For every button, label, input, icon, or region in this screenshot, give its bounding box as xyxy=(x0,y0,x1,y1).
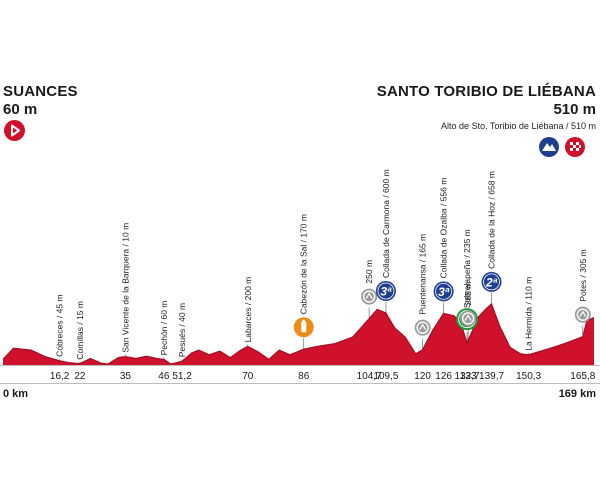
waypoint-label: Sobrelapeña / 235 m xyxy=(462,229,472,308)
mountain-category-label: 2ª xyxy=(485,275,498,289)
distance-tick-label: 46 xyxy=(158,371,170,382)
profile-area xyxy=(3,303,594,365)
finish-climb-note: Alto de Sto. Toribio de Liébana / 510 m xyxy=(441,121,596,131)
mountain-category-icon: 3ª xyxy=(375,281,396,301)
distance-tick-label: 165,8 xyxy=(570,371,595,382)
distance-tick-label: 132,7 xyxy=(455,371,480,382)
waypoint-label: Pesués / 40 m xyxy=(177,303,187,357)
distance-tick-label: 22 xyxy=(74,371,86,382)
distance-tick-label: 120 xyxy=(414,371,431,382)
finish-km-label: 169 km xyxy=(559,388,597,400)
start-km-label: 0 km xyxy=(3,388,28,400)
mountain-category-icon: 2ª xyxy=(481,271,502,292)
finish-name: SANTO TORIBIO DE LIÉBANA xyxy=(376,83,596,100)
waypoint-label: 250 m xyxy=(364,260,374,284)
waypoint-label: 265 m xyxy=(463,282,473,306)
waypoint-label: San Vicente de la Barquera / 10 m xyxy=(120,223,130,353)
waypoint-label: Puentenansa / 165 m xyxy=(418,234,428,315)
distance-tick-label: 133 xyxy=(460,371,477,382)
feed-zone-icon xyxy=(293,317,314,338)
mountain-category-label: 3ª xyxy=(380,285,392,299)
waypoint-label: Collada de la Hoz / 658 m xyxy=(487,171,497,269)
distance-tick-label: 150,3 xyxy=(516,371,541,382)
profile-edge xyxy=(2,302,595,365)
checkpoint-icon xyxy=(414,319,431,336)
distance-tick-label: 51,2 xyxy=(172,371,192,382)
waypoint-label: Pechón / 60 m xyxy=(159,301,169,356)
start-altitude: 60 m xyxy=(3,101,38,118)
finish-climb-badge xyxy=(539,137,559,157)
checkpoint-icon xyxy=(361,288,378,305)
waypoint-label: Cóbreces / 45 m xyxy=(55,294,65,356)
distance-tick-label: 35 xyxy=(120,371,132,382)
distance-tick-label: 109,5 xyxy=(373,371,398,382)
checkpoint-icon xyxy=(460,310,477,327)
waypoint-label: Comillas / 15 m xyxy=(75,301,85,360)
distance-tick-label: 139,7 xyxy=(479,371,504,382)
distance-tick-label: 70 xyxy=(242,371,254,382)
checkpoint-icon xyxy=(574,306,591,323)
finish-flag-icon xyxy=(565,137,585,157)
start-icon xyxy=(4,120,25,141)
waypoint-label: La Hermida / 110 m xyxy=(524,277,534,351)
distance-tick-label: 104,7 xyxy=(357,371,382,382)
distance-tick-label: 86 xyxy=(298,371,310,382)
waypoint-label: Labarces / 200 m xyxy=(243,277,253,343)
mountain-category-icon: 3ª xyxy=(433,281,454,302)
waypoint-label: Cabezón de la Sal / 170 m xyxy=(299,214,309,314)
start-name: SUANCES xyxy=(3,83,78,100)
waypoint-label: Potes / 305 m xyxy=(578,249,588,301)
distance-tick-label: 126 xyxy=(435,371,452,382)
mountain-category-label: 3ª xyxy=(438,285,450,299)
distance-tick-label: 16,2 xyxy=(50,371,70,382)
waypoint-label: Collada de Ozalba / 556 m xyxy=(439,178,449,279)
finish-altitude: 510 m xyxy=(553,101,596,118)
waypoint-label: Collada de Carmona / 600 m xyxy=(381,169,391,278)
